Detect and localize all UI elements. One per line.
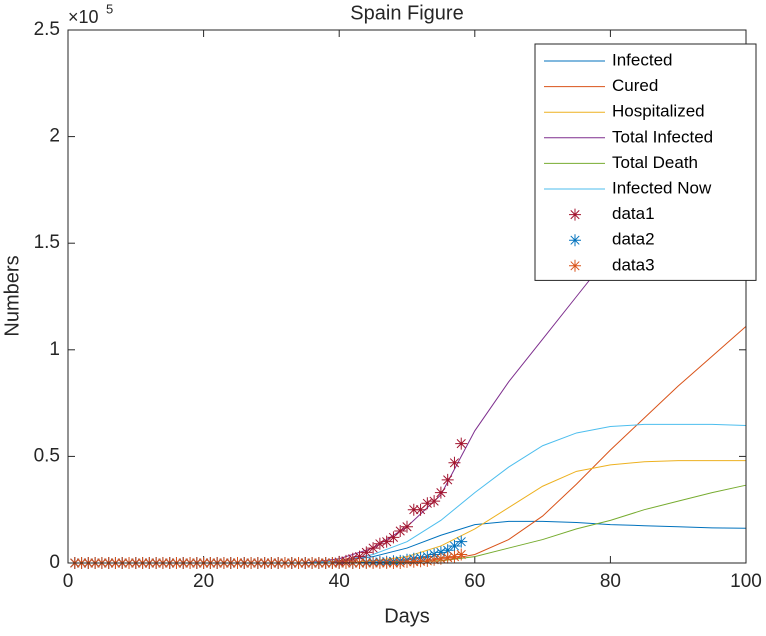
x-tick-label: 80 — [600, 571, 621, 592]
y-exponent-power: 5 — [106, 1, 113, 16]
axes-box — [67, 29, 747, 564]
y-tick-label: 2.5 — [34, 19, 60, 40]
scatter-point — [394, 525, 407, 538]
scatter-point — [401, 520, 413, 533]
legend-label: data2 — [612, 230, 655, 249]
scatter-point — [414, 503, 427, 516]
scatter-point — [434, 546, 447, 559]
scatter-point — [353, 550, 366, 563]
scatter-point — [421, 554, 434, 567]
y-tick-label: 1 — [49, 339, 60, 360]
x-tick-label: 0 — [63, 571, 74, 592]
scatter-point — [434, 552, 447, 565]
legend-marker — [569, 259, 581, 272]
legend-label: Infected — [612, 50, 673, 69]
legend-marker — [569, 234, 581, 247]
scatter-point — [455, 548, 468, 561]
x-tick-label: 20 — [193, 571, 214, 592]
scatter-point — [441, 473, 454, 486]
y-tick-label: 0 — [49, 552, 60, 573]
y-tick-label: 1.5 — [34, 232, 60, 253]
scatter-point — [455, 437, 468, 450]
legend-label: Hospitalized — [612, 102, 705, 121]
y-exponent-base: ×10 — [68, 7, 99, 27]
x-tick-label: 60 — [464, 571, 485, 592]
scatter-point — [428, 553, 441, 566]
scatter-point — [380, 535, 393, 548]
scatter-point — [428, 495, 441, 508]
x-tick-label: 40 — [329, 571, 350, 592]
legend-marker — [569, 208, 581, 221]
scatter-point — [441, 551, 454, 564]
legend-label: data1 — [612, 204, 655, 223]
scatter-point — [441, 544, 454, 557]
scatter-point — [360, 546, 373, 559]
scatter-point — [367, 542, 380, 555]
legend: Infected Cured Hospitalized Total Infected T… — [534, 43, 757, 281]
y-tick-label: 0.5 — [34, 445, 60, 466]
scatter-point — [448, 550, 461, 563]
scatter-point — [421, 497, 434, 510]
legend-label: Cured — [612, 76, 658, 95]
scatter-point — [448, 539, 461, 552]
x-tick-label: 100 — [730, 571, 762, 592]
scatter-point — [373, 537, 386, 550]
scatter-point — [407, 503, 420, 516]
chart-title: Spain Figure — [350, 2, 463, 24]
scatter-point — [407, 555, 420, 568]
legend-label: Total Death — [612, 153, 698, 172]
legend-label: Total Infected — [612, 127, 713, 146]
y-axis-label: Numbers — [1, 255, 23, 336]
scatter-point — [448, 456, 461, 469]
scatter-point — [434, 486, 447, 499]
scatter-point — [401, 555, 413, 568]
scatter-point — [387, 531, 400, 544]
scatter-point — [455, 535, 468, 548]
y-tick-label: 2 — [49, 126, 60, 147]
x-axis-label: Days — [384, 605, 430, 627]
legend-box — [534, 43, 757, 281]
legend-label: data3 — [612, 255, 655, 274]
scatter-point — [414, 555, 427, 568]
legend-label: Infected Now — [612, 178, 712, 197]
